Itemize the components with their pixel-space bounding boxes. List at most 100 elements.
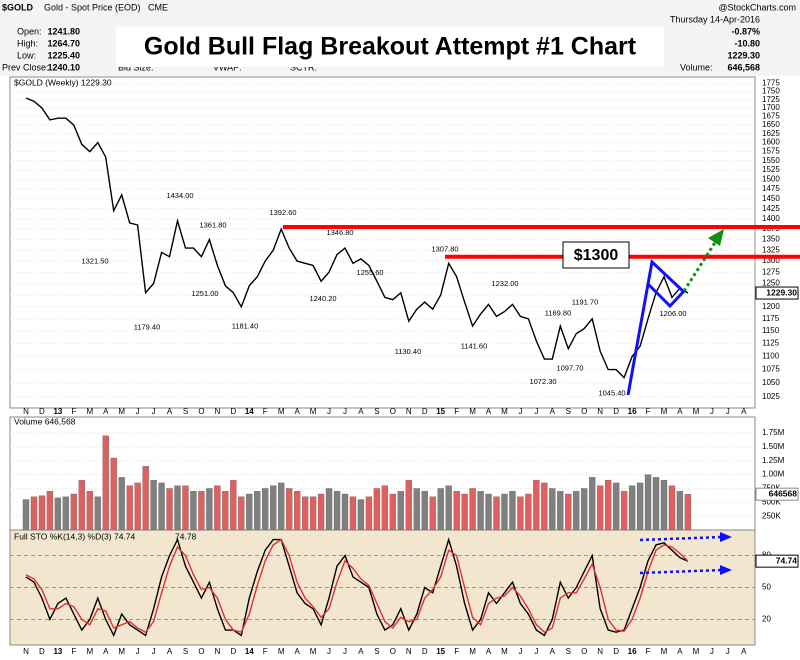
y-tick-label: 1.75M [762, 428, 785, 437]
y-tick-label: 1250 [762, 279, 780, 288]
x-tick-label: A [294, 407, 300, 416]
callout-box [562, 241, 630, 269]
y-tick-label: 1725 [762, 95, 780, 104]
y-tick-label: 1.50M [762, 442, 785, 451]
volume-bar [565, 493, 572, 531]
annotation: 1346.80 [326, 228, 353, 237]
x-tick-label: J [343, 647, 347, 656]
x-tick-label: J [534, 407, 538, 416]
volume-bar [485, 493, 492, 531]
x-tick-label: A [677, 407, 683, 416]
volume-bar [309, 496, 317, 531]
volume-bar [628, 485, 636, 531]
x-tick-label: M [469, 407, 476, 416]
chart-title: Gold Bull Flag Breakout Attempt #1 Chart [144, 33, 637, 61]
last: 1229.30 [727, 50, 760, 60]
annotation: 1072.30 [529, 377, 556, 386]
volume-bar [413, 488, 420, 531]
y-tick-label: 1450 [762, 194, 780, 203]
x-tick-label: J [343, 407, 347, 416]
annotation: 1191.70 [572, 298, 599, 307]
volume-bar [86, 491, 93, 531]
annotation: 1307.80 [431, 245, 458, 254]
y-tick-label: 1475 [762, 184, 780, 193]
value-tag [755, 554, 799, 568]
x-tick-label: A [486, 647, 492, 656]
volume-bar [612, 482, 620, 531]
x-tick-label: A [677, 647, 683, 656]
y-tick-label: 1650 [762, 120, 780, 129]
x-tick-label: N [23, 407, 29, 416]
x-tick-label: A [167, 647, 173, 656]
x-tick-label: N [215, 407, 221, 416]
x-tick-label: 15 [436, 407, 445, 416]
volume-bar [102, 435, 109, 531]
x-tick-label: J [327, 647, 331, 656]
y-tick-label: 250K [762, 511, 781, 520]
x-tick-label: M [693, 647, 700, 656]
x-tick-label: N [23, 647, 29, 656]
breakout-arrow [682, 240, 718, 292]
x-tick-label: S [566, 407, 571, 416]
y-tick-label: 1025 [762, 392, 780, 401]
x-tick-label: F [71, 647, 76, 656]
x-tick-label: M [310, 647, 317, 656]
y-tick-label: 1075 [762, 365, 780, 374]
x-tick-label: A [550, 647, 556, 656]
volume-bar [573, 491, 580, 531]
legend: Volume 646,568 [14, 416, 76, 426]
volume-bar [198, 491, 205, 531]
x-tick-label: A [358, 407, 364, 416]
plot-layer: NNDD1313FFMMAAMMJJJJAASSOONNDD1414FFMMAA… [10, 79, 800, 656]
x-tick-label: J [518, 647, 522, 656]
annotation: 1321.50 [81, 257, 108, 266]
volume-bar [453, 491, 460, 531]
volume-bar [357, 499, 365, 531]
description: Gold - Spot Price (EOD) [44, 2, 141, 12]
annotation: 1251.00 [191, 289, 218, 298]
volume-bar [477, 491, 484, 531]
volume-bar [54, 497, 62, 531]
stoch-arrow [639, 535, 723, 542]
y-tick-label: 500K [762, 497, 781, 506]
volume-bar [70, 493, 77, 531]
volume-bar [110, 457, 117, 531]
x-tick-label: J [534, 647, 538, 656]
y-tick-label: 1300 [762, 256, 780, 265]
x-tick-label: S [183, 407, 188, 416]
y-tick-label: 1675 [762, 112, 780, 121]
y-tick-label: 1200 [762, 302, 780, 311]
value-tag [755, 286, 799, 300]
arrow-head [720, 565, 732, 575]
x-tick-label: A [103, 407, 109, 416]
volume-bar [501, 493, 508, 531]
volume-bar [30, 496, 38, 531]
volume-bar [421, 491, 428, 531]
annotation: 1179.40 [134, 323, 161, 332]
x-tick-label: J [726, 407, 730, 416]
watermark: @StockCharts.com [718, 2, 796, 12]
volume-bar [62, 496, 70, 531]
x-tick-label: 14 [245, 647, 254, 656]
volume-label: Volume: [680, 62, 713, 72]
annotation: 1392.60 [269, 208, 296, 217]
series-line [25, 537, 689, 638]
y-tick-label: 1175 [762, 314, 780, 323]
y-tick-label: 1.00M [762, 470, 785, 479]
legend: Full STO %K(14,3) %D(3) 74.74 [14, 531, 136, 541]
volume-bar [270, 485, 277, 531]
x-tick-label: D [422, 647, 428, 656]
volume-bar [22, 499, 30, 531]
volume-bar [174, 485, 181, 531]
x-tick-label: A [741, 407, 747, 416]
volume-bar [222, 491, 229, 531]
x-tick-label: O [581, 647, 587, 656]
volume-bar [38, 495, 46, 531]
y-tick-label: 1050 [762, 378, 780, 387]
volume-bar [509, 491, 516, 531]
y-tick-label: 20 [762, 615, 771, 624]
volume-bar [286, 488, 293, 531]
change: -10.80 [734, 38, 760, 48]
annotation: 1045.40 [598, 388, 625, 397]
volume-bar [325, 488, 333, 531]
